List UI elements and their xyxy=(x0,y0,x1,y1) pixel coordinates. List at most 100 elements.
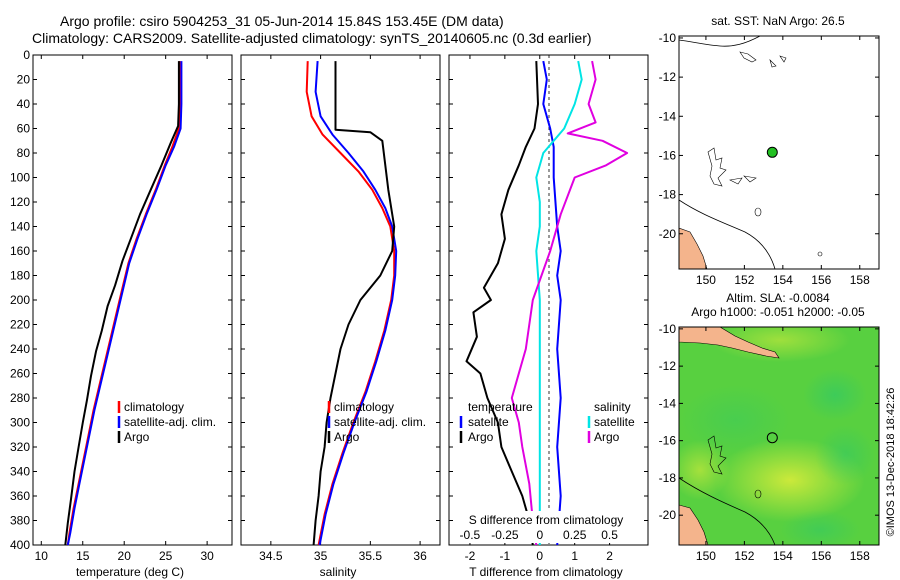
map-y-tick-label: -12 xyxy=(659,70,677,84)
map-x-tick-label: 150 xyxy=(696,549,716,563)
x-tick-label: 34.5 xyxy=(259,549,283,563)
coastline-queensland-shelf xyxy=(679,477,776,545)
salinity-legend: climatology satellite-adj. clim. Argo xyxy=(327,400,426,444)
legend-label-salinity-satellite: satellite xyxy=(594,415,635,429)
legend-label-argo: Argo xyxy=(334,430,360,444)
y-tick-label: 220 xyxy=(10,318,30,332)
map-x-tick-label: 154 xyxy=(773,273,793,287)
map-x-tick-label: 152 xyxy=(734,273,754,287)
x-tick-label: 2 xyxy=(606,549,613,563)
y-tick-label: 100 xyxy=(10,171,30,185)
imos-watermark: ©IMOS 13-Dec-2018 18:42:26 xyxy=(885,388,897,537)
coastline-new-guinea xyxy=(679,36,761,47)
map-y-tick-label: -12 xyxy=(659,359,677,373)
legend-label-salinity-argo: Argo xyxy=(594,430,620,444)
map-y-tick-label: -10 xyxy=(659,31,677,45)
x-tick-label: 30 xyxy=(200,549,214,563)
x-tick-label: 35 xyxy=(314,549,328,563)
legend-label-climatology: climatology xyxy=(124,400,184,414)
map-y-tick-label: -14 xyxy=(659,396,677,410)
map-y-tick-label: -14 xyxy=(659,109,677,123)
y-tick-label: 240 xyxy=(10,342,30,356)
series-line-salinity-argo xyxy=(510,60,629,546)
y-tick-label: 80 xyxy=(17,146,31,160)
salinity-axes xyxy=(240,54,441,546)
map-y-tick-label: -16 xyxy=(659,148,677,162)
reef-polygons xyxy=(707,435,727,475)
map-y-tick-label: -20 xyxy=(659,508,677,522)
y-tick-label: 300 xyxy=(10,416,30,430)
difference-axes xyxy=(448,54,649,546)
legend-label-satellite: satellite-adj. clim. xyxy=(334,415,426,429)
argo-float-position xyxy=(766,432,778,444)
x-tick-label: 36 xyxy=(413,549,427,563)
reef-polygon xyxy=(754,489,762,499)
reef-polygons xyxy=(729,175,757,185)
salinity-panel: 34.5 35 35.5 36 salinity climatology satell… xyxy=(240,54,441,579)
x-tick-label: -2 xyxy=(465,549,476,563)
map-x-tick-label: 156 xyxy=(811,273,831,287)
x-tick-label: 1 xyxy=(571,549,578,563)
y-tick-label: 20 xyxy=(17,73,31,87)
y-tick-label: 400 xyxy=(10,538,30,552)
y-tick-label: 180 xyxy=(10,269,30,283)
map-x-tick-label: 156 xyxy=(811,549,831,563)
map-y-tick-label: -18 xyxy=(659,471,677,485)
legend-label-argo: Argo xyxy=(124,430,150,444)
top-tick-label: -0.25 xyxy=(491,528,519,542)
x-tick-label: -1 xyxy=(500,549,511,563)
y-tick-label: 140 xyxy=(10,220,30,234)
series-line-temperature-satellite xyxy=(542,60,562,546)
sst-map-axes xyxy=(678,35,880,270)
x-tick-label: 35.5 xyxy=(359,549,383,563)
reef-polygons xyxy=(707,147,727,187)
top-tick-label: -0.5 xyxy=(460,528,481,542)
map-x-tick-label: 158 xyxy=(850,549,870,563)
y-tick-label: 380 xyxy=(10,514,30,528)
y-tick-label: 60 xyxy=(17,122,31,136)
temperature-legend: climatology satellite-adj. clim. Argo xyxy=(117,400,216,444)
temperature-panel: 0 20 40 60 80 100 120 140 160 180 200 220 240 260 280 3… xyxy=(10,48,233,579)
sla-map-title-1: Altim. SLA: -0.0084 xyxy=(726,291,830,305)
y-tick-label: 320 xyxy=(10,440,30,454)
reef-polygon xyxy=(754,207,762,217)
y-tick-label: 40 xyxy=(17,97,31,111)
top-tick-label: 0.25 xyxy=(563,528,587,542)
land-new-guinea xyxy=(679,327,780,359)
top-axis-label-box xyxy=(456,511,642,543)
series-line-satellite-adj-clim- xyxy=(314,61,398,546)
title-line-1: Argo profile: csiro 5904253_31 05-Jun-20… xyxy=(60,13,504,29)
x-tick-label: 10 xyxy=(35,549,49,563)
land-queensland xyxy=(679,504,709,545)
map-y-tick-label: -16 xyxy=(659,434,677,448)
title-line-2: Climatology: CARS2009. Satellite-adjuste… xyxy=(32,30,592,46)
x-tick-label: 15 xyxy=(76,549,90,563)
series-line-salinity-satellite xyxy=(535,60,583,545)
map-x-tick-label: 150 xyxy=(696,273,716,287)
t-difference-xlabel: T difference from climatology xyxy=(469,565,623,579)
y-tick-label: 280 xyxy=(10,391,30,405)
x-tick-label: 0 xyxy=(536,549,543,563)
coastline-islands xyxy=(739,51,787,68)
x-tick-label: 25 xyxy=(159,549,173,563)
series-line-argo xyxy=(64,61,180,546)
series-line-climatology xyxy=(66,61,181,546)
sst-map-title: sat. SST: NaN Argo: 26.5 xyxy=(711,14,845,28)
map-x-tick-label: 154 xyxy=(773,549,793,563)
difference-panel: -2 -1 0 1 2 S difference from climatology -0… xyxy=(448,54,649,579)
y-tick-label: 120 xyxy=(10,195,30,209)
argo-float-position xyxy=(766,146,778,158)
legend-label-temperature-argo: Argo xyxy=(468,430,494,444)
legend-label-satellite: satellite-adj. clim. xyxy=(124,415,216,429)
reef-polygon xyxy=(817,251,823,257)
legend-label-climatology: climatology xyxy=(334,400,394,414)
legend-label-temperature-satellite: satellite xyxy=(468,415,509,429)
y-tick-label: 340 xyxy=(10,465,30,479)
map-y-tick-label: -20 xyxy=(659,227,677,241)
difference-legend: temperature satellite Argo salinity sate… xyxy=(459,400,635,444)
x-tick-label: 20 xyxy=(118,549,132,563)
y-tick-label: 160 xyxy=(10,244,30,258)
sla-field xyxy=(679,327,879,545)
map-y-tick-label: -10 xyxy=(659,322,677,336)
